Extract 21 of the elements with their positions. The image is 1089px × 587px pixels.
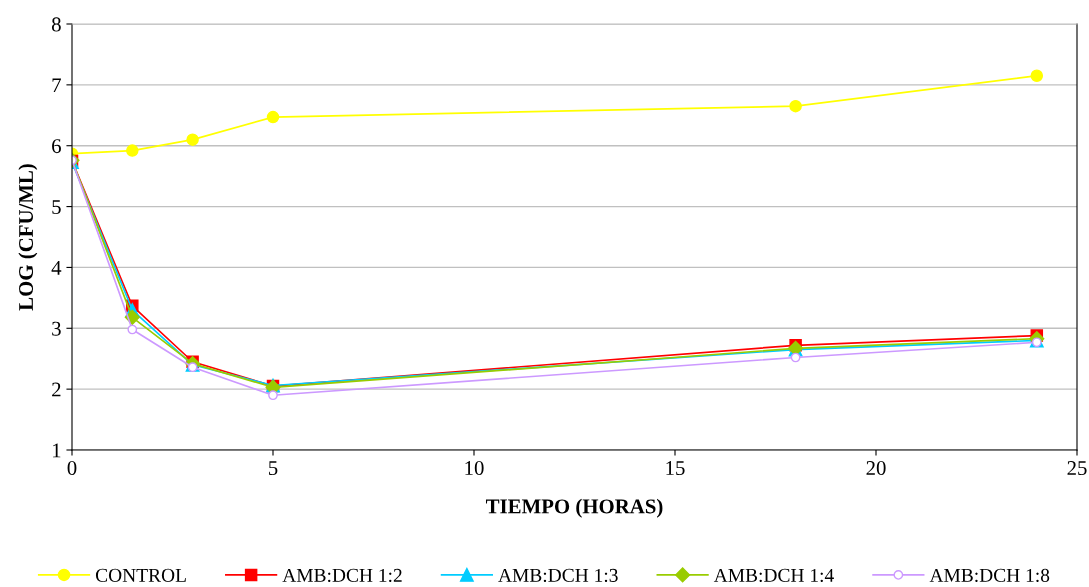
x-tick-label: 0 [67,461,77,476]
y-tick-label: 6 [52,139,61,154]
legend-label: AMB:DCH 1:4 [713,568,834,582]
x-tick-label: 10 [465,461,484,476]
y-tick-label: 8 [51,17,61,32]
y-tick-label: 3 [52,321,61,336]
y-tick-label: 5 [52,200,61,214]
legend-label: AMB:DCH 1:3 [498,568,618,582]
legend-label: AMB:DCH 1:8 [929,568,1050,582]
y-tick-label: 4 [51,260,62,275]
x-tick-label: 20 [866,461,886,476]
legend-label: CONTROL [95,568,186,582]
y-axis-title: LOG (CFU/ML) [18,164,38,311]
x-tick-label: 5 [269,461,278,476]
x-tick-label: 15 [666,461,685,476]
x-axis-title: TIEMPO (HORAS) [485,498,663,518]
legend-label: AMB:DCH 1:2 [282,568,402,582]
y-tick-label: 1 [53,443,61,458]
x-tick-label: 25 [1067,461,1087,476]
y-tick-label: 7 [52,78,61,93]
y-tick-label: 2 [52,382,61,397]
